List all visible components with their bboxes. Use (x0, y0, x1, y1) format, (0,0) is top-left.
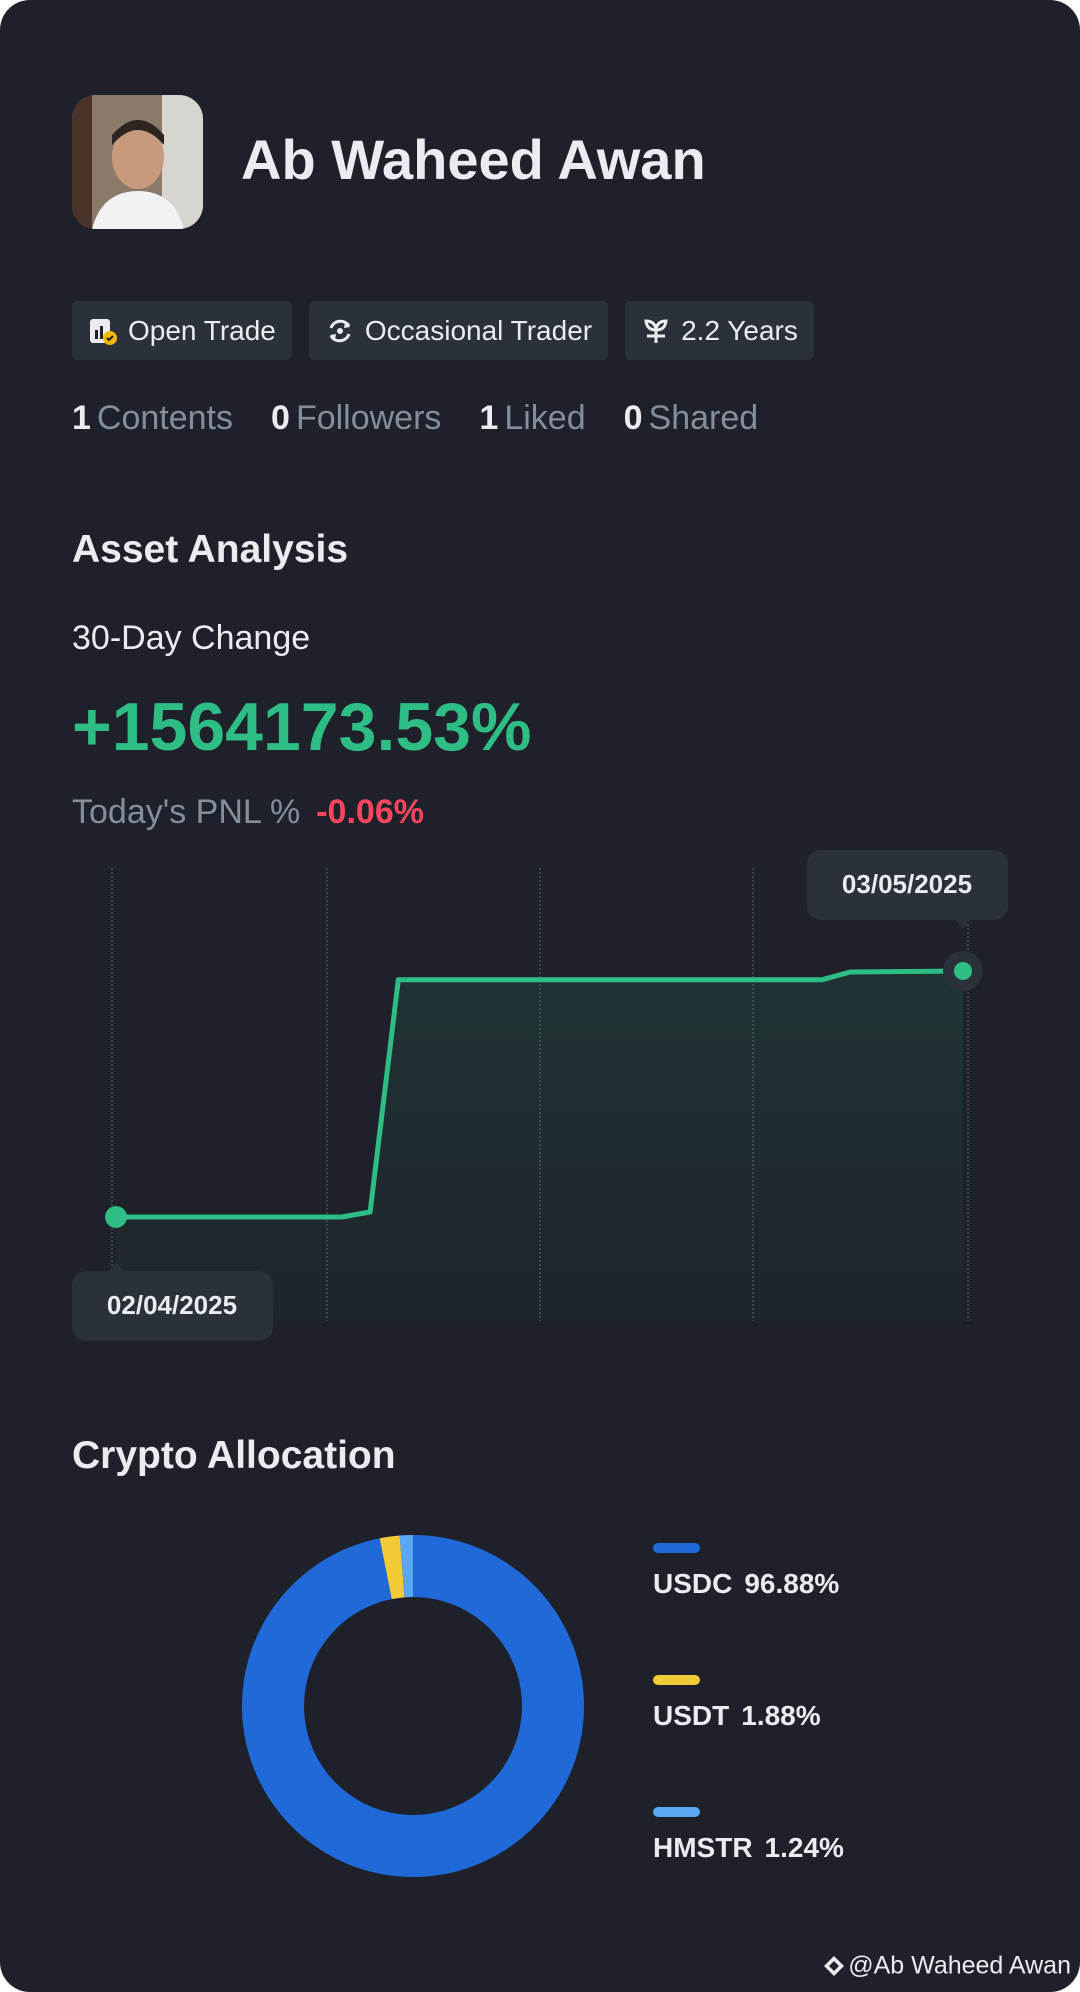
legend-name: USDT (653, 1700, 729, 1731)
tooltip (72, 1271, 273, 1341)
watermark: @Ab Waheed Awan (848, 1952, 1071, 1980)
avatar-photo (72, 95, 203, 229)
legend-value: 1.88% (741, 1700, 820, 1731)
tag-list: Open Trade Occasional Trader 2.2 Years (72, 301, 814, 360)
donut-segment (242, 1535, 585, 1877)
tag-text: Occasional Trader (364, 314, 593, 346)
period-label: 30-Day Change (72, 619, 311, 657)
section-title: Asset Analysis (72, 528, 349, 571)
stat-value: 1 (72, 399, 91, 437)
user-name: Ab Waheed Awan (241, 128, 706, 191)
tag: Occasional Trader (308, 301, 609, 360)
section-title: Crypto Allocation (72, 1434, 396, 1477)
legend-name: HMSTR (653, 1832, 753, 1863)
watermark-logo (824, 1956, 844, 1976)
stat-value: 0 (623, 399, 643, 437)
line-area (116, 971, 963, 1321)
legend-entry: HMSTR 1.24% (653, 1832, 844, 1863)
end-point (954, 962, 972, 980)
stat-label: Followers (295, 399, 442, 437)
legend-name: USDC (653, 1568, 732, 1599)
stat-value: 1 (479, 399, 499, 437)
tag: 2.2 Years (625, 301, 814, 360)
change-value: +1564173.53% (72, 689, 532, 765)
legend-swatch (653, 1675, 700, 1685)
legend-value: 96.88% (744, 1568, 839, 1599)
tooltip-pointer (108, 1262, 124, 1272)
tooltip-date: 02/04/2025 (107, 1290, 237, 1320)
tooltip-pointer (955, 919, 971, 929)
tag-icon (329, 319, 351, 342)
stat-label: Liked (504, 399, 586, 437)
tag-icon (90, 318, 117, 345)
tag: Open Trade (72, 301, 292, 360)
donut-segment (379, 1535, 405, 1600)
pnl-value: -0.06% (316, 793, 424, 831)
stat-label: Contents (96, 399, 234, 437)
tag-icon (644, 318, 668, 343)
tag-text: 2.2 Years (681, 314, 798, 346)
stat[interactable]: 1 Contents (72, 398, 233, 438)
pnl-row: Today's PNL % -0.06% (72, 795, 424, 829)
legend-value: 1.24% (765, 1832, 844, 1863)
stat[interactable]: 0 Followers (271, 398, 441, 438)
stat[interactable]: 1 Liked (479, 398, 585, 438)
pnl-label: Today's PNL % (72, 793, 301, 831)
donut-segment (399, 1535, 413, 1598)
start-point (105, 1206, 127, 1228)
stats: 1 Contents 0 Followers 1 Liked 0 Shared (72, 398, 758, 438)
line (113, 968, 966, 1220)
tag-text: Open Trade (128, 314, 276, 346)
legend-swatch (653, 1543, 700, 1553)
avatar[interactable] (72, 95, 203, 229)
tooltip (807, 850, 1008, 920)
stat[interactable]: 0 Shared (624, 398, 759, 438)
legend-entry: USDC 96.88% (653, 1568, 839, 1599)
legend-entry: USDT 1.88% (653, 1700, 821, 1731)
stat-value: 0 (271, 399, 290, 437)
stat-label: Shared (648, 399, 759, 437)
tooltip-date: 03/05/2025 (842, 869, 972, 899)
legend-swatch (653, 1807, 700, 1817)
